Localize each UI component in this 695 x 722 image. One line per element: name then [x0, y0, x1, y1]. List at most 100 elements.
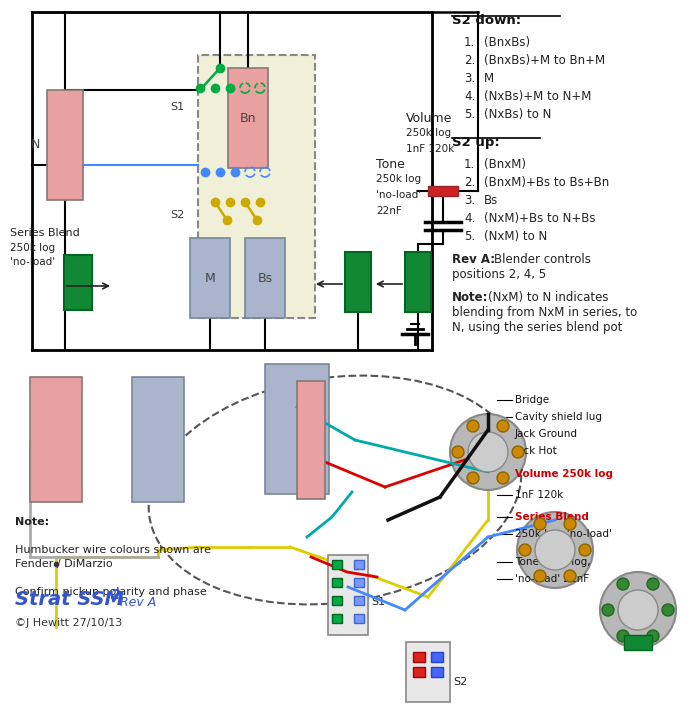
Text: S2 down:: S2 down:	[452, 14, 521, 27]
Text: Cavity shield lug: Cavity shield lug	[515, 412, 602, 422]
Text: 1nF 120k: 1nF 120k	[515, 490, 563, 500]
Text: Series Blend: Series Blend	[515, 512, 589, 522]
Bar	[328, 555, 368, 635]
Text: (BnxBs): (BnxBs)	[484, 36, 530, 49]
Circle shape	[467, 420, 479, 432]
Text: S2: S2	[453, 677, 467, 687]
Text: Note:: Note:	[15, 517, 49, 527]
Bar	[132, 377, 184, 502]
Text: (NxM) to N: (NxM) to N	[484, 230, 547, 243]
Circle shape	[452, 446, 464, 458]
Circle shape	[600, 572, 676, 648]
Text: S2 up:: S2 up:	[452, 136, 500, 149]
Bar	[32, 12, 432, 350]
Text: 1.: 1.	[464, 158, 475, 171]
Text: 250k log: 250k log	[10, 243, 55, 253]
Bar	[47, 90, 83, 200]
Text: Tone 250k log,: Tone 250k log,	[515, 557, 591, 567]
Text: (NxM) to N indicates: (NxM) to N indicates	[488, 291, 609, 304]
Circle shape	[450, 414, 526, 490]
Bar	[332, 560, 342, 569]
Text: M: M	[484, 72, 494, 85]
Text: 'no-load': 'no-load'	[10, 257, 55, 267]
Text: 5.: 5.	[464, 230, 475, 243]
Bar	[265, 364, 329, 494]
Text: S2: S2	[170, 210, 184, 220]
Text: Humbucker wire colours shown are: Humbucker wire colours shown are	[15, 545, 211, 555]
Text: 2.: 2.	[464, 176, 475, 189]
Bar	[332, 578, 342, 587]
Bar	[413, 652, 425, 662]
Bar	[297, 381, 325, 499]
Bar	[406, 642, 450, 702]
Text: Tone: Tone	[376, 158, 405, 171]
Text: Confirm pickup polarity and phase: Confirm pickup polarity and phase	[15, 587, 206, 597]
Text: Note:: Note:	[452, 291, 489, 304]
Text: 22nF: 22nF	[376, 206, 402, 216]
Bar	[332, 596, 342, 605]
Text: Bridge: Bridge	[515, 395, 549, 405]
Text: Blender controls: Blender controls	[494, 253, 591, 266]
Text: 3.: 3.	[464, 194, 475, 207]
Circle shape	[647, 630, 659, 642]
Bar	[624, 635, 652, 650]
Text: Bs: Bs	[484, 194, 498, 207]
Bar	[354, 614, 364, 623]
Text: Volume 250k log: Volume 250k log	[515, 469, 613, 479]
Bar	[431, 667, 443, 677]
Text: S1: S1	[170, 102, 184, 112]
Text: (NxBs) to N: (NxBs) to N	[484, 108, 551, 121]
Text: (BnxM): (BnxM)	[484, 158, 526, 171]
Text: 1nF 120k: 1nF 120k	[406, 144, 455, 154]
Text: S1: S1	[371, 597, 385, 607]
Text: N, using the series blend pot: N, using the series blend pot	[452, 321, 623, 334]
Text: (BnxM)+Bs to Bs+Bn: (BnxM)+Bs to Bs+Bn	[484, 176, 610, 189]
Bar	[228, 68, 268, 168]
Bar	[405, 252, 431, 312]
Text: 3.: 3.	[464, 72, 475, 85]
Text: ©J Hewitt 27/10/13: ©J Hewitt 27/10/13	[15, 618, 122, 628]
Text: positions 2, 4, 5: positions 2, 4, 5	[452, 268, 546, 281]
Text: 4.: 4.	[464, 212, 475, 225]
Text: Rev A:: Rev A:	[452, 253, 495, 266]
Text: Fender / DiMarzio: Fender / DiMarzio	[15, 559, 113, 569]
Circle shape	[617, 630, 629, 642]
Text: 4.: 4.	[464, 90, 475, 103]
Circle shape	[534, 570, 546, 582]
Bar	[30, 377, 82, 502]
Circle shape	[535, 530, 575, 570]
Circle shape	[468, 432, 508, 472]
Text: Bs: Bs	[257, 271, 272, 284]
Text: Series Blend: Series Blend	[10, 228, 80, 238]
Circle shape	[647, 578, 659, 590]
Bar	[64, 255, 92, 310]
Text: 'no-load' 22nF: 'no-load' 22nF	[515, 574, 589, 584]
Bar	[345, 252, 371, 312]
Circle shape	[467, 472, 479, 484]
Circle shape	[602, 604, 614, 616]
Text: Volume: Volume	[406, 112, 452, 125]
Text: Bn: Bn	[240, 111, 256, 124]
Bar	[354, 596, 364, 605]
Circle shape	[519, 544, 531, 556]
Text: N: N	[31, 139, 40, 152]
Circle shape	[579, 544, 591, 556]
Bar	[190, 238, 230, 318]
Bar	[413, 667, 425, 677]
Circle shape	[617, 578, 629, 590]
Bar	[431, 652, 443, 662]
Text: blending from NxM in series, to: blending from NxM in series, to	[452, 306, 637, 319]
Circle shape	[517, 512, 593, 588]
Text: Rev A: Rev A	[120, 596, 156, 609]
Circle shape	[564, 518, 576, 530]
Text: Jack Hot: Jack Hot	[515, 446, 558, 456]
Circle shape	[497, 420, 509, 432]
Text: 5.: 5.	[464, 108, 475, 121]
Text: (NxBs)+M to N+M: (NxBs)+M to N+M	[484, 90, 591, 103]
Bar	[332, 614, 342, 623]
Bar	[354, 560, 364, 569]
Text: 250k log, 'no-load': 250k log, 'no-load'	[515, 529, 612, 539]
Text: 2: 2	[111, 588, 121, 602]
Bar	[245, 238, 285, 318]
Text: 250k log: 250k log	[376, 174, 421, 184]
